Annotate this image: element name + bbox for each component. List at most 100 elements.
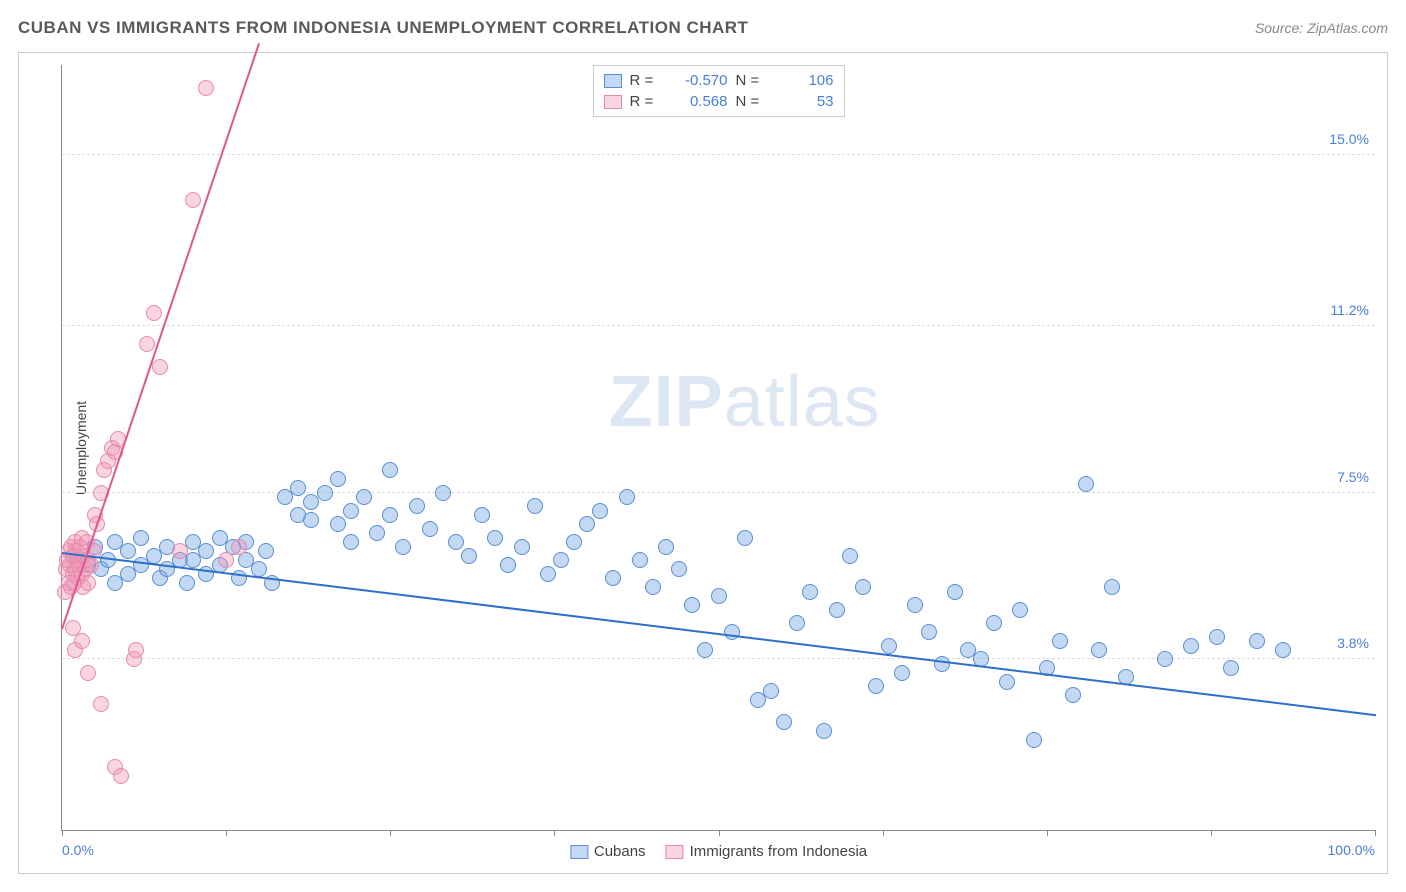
point-cubans (619, 489, 635, 505)
point-cubans (1078, 476, 1094, 492)
point-cubans (409, 498, 425, 514)
point-cubans (855, 579, 871, 595)
chart-header: CUBAN VS IMMIGRANTS FROM INDONESIA UNEMP… (18, 18, 1388, 38)
point-cubans (1104, 579, 1120, 595)
point-cubans (120, 543, 136, 559)
point-cubans (999, 674, 1015, 690)
point-cubans (330, 471, 346, 487)
point-cubans (435, 485, 451, 501)
x-tick (390, 830, 391, 836)
legend-row-cubans: R = -0.570 N = 106 (604, 70, 834, 91)
x-tick-label: 100.0% (1328, 842, 1375, 858)
legend-n-label: N = (736, 72, 766, 89)
y-tick-label: 15.0% (1329, 131, 1369, 147)
point-indonesia (113, 768, 129, 784)
y-tick-label: 3.8% (1337, 635, 1369, 651)
point-cubans (461, 548, 477, 564)
point-indonesia (74, 633, 90, 649)
point-cubans (1249, 633, 1265, 649)
x-tick-label: 0.0% (62, 842, 94, 858)
gridline (62, 492, 1375, 493)
point-cubans (1026, 732, 1042, 748)
x-tick (883, 830, 884, 836)
point-cubans (382, 507, 398, 523)
point-cubans (382, 462, 398, 478)
point-cubans (448, 534, 464, 550)
point-cubans (592, 503, 608, 519)
legend-n-value-1: 53 (774, 93, 834, 110)
chart-container: Unemployment ZIPatlas R = -0.570 N = 106… (18, 52, 1388, 874)
legend-row-indonesia: R = 0.568 N = 53 (604, 91, 834, 112)
point-cubans (356, 489, 372, 505)
point-indonesia (152, 359, 168, 375)
point-cubans (684, 597, 700, 613)
point-cubans (645, 579, 661, 595)
gridline (62, 325, 1375, 326)
legend-swatch-indonesia-b (666, 845, 684, 859)
point-cubans (343, 534, 359, 550)
point-cubans (658, 539, 674, 555)
chart-source: Source: ZipAtlas.com (1255, 20, 1388, 36)
point-cubans (737, 530, 753, 546)
point-indonesia (93, 696, 109, 712)
point-cubans (317, 485, 333, 501)
gridline (62, 154, 1375, 155)
series-legend: Cubans Immigrants from Indonesia (570, 843, 867, 860)
point-cubans (789, 615, 805, 631)
point-cubans (1012, 602, 1028, 618)
x-tick (226, 830, 227, 836)
point-cubans (330, 516, 346, 532)
plot-area: Unemployment ZIPatlas R = -0.570 N = 106… (61, 65, 1375, 831)
legend-item-cubans: Cubans (570, 843, 646, 860)
point-cubans (1091, 642, 1107, 658)
point-cubans (921, 624, 937, 640)
y-tick-label: 7.5% (1337, 469, 1369, 485)
legend-item-indonesia: Immigrants from Indonesia (666, 843, 868, 860)
watermark: ZIPatlas (609, 361, 881, 443)
legend-r-value-1: 0.568 (668, 93, 728, 110)
point-indonesia (146, 305, 162, 321)
point-cubans (579, 516, 595, 532)
legend-r-label: R = (630, 93, 660, 110)
legend-swatch-cubans-b (570, 845, 588, 859)
y-tick-label: 11.2% (1330, 302, 1369, 318)
legend-label-indonesia: Immigrants from Indonesia (690, 843, 868, 860)
legend-r-value-0: -0.570 (668, 72, 728, 89)
point-cubans (1065, 687, 1081, 703)
point-cubans (258, 543, 274, 559)
chart-title: CUBAN VS IMMIGRANTS FROM INDONESIA UNEMP… (18, 18, 748, 38)
point-indonesia (198, 80, 214, 96)
point-cubans (724, 624, 740, 640)
trend-line (62, 552, 1376, 716)
point-indonesia (172, 543, 188, 559)
y-axis-label: Unemployment (73, 400, 89, 494)
point-cubans (868, 678, 884, 694)
point-cubans (697, 642, 713, 658)
point-cubans (251, 561, 267, 577)
point-cubans (303, 512, 319, 528)
point-cubans (894, 665, 910, 681)
point-indonesia (218, 552, 234, 568)
point-cubans (1209, 629, 1225, 645)
point-cubans (395, 539, 411, 555)
x-tick (1047, 830, 1048, 836)
point-cubans (907, 597, 923, 613)
point-cubans (711, 588, 727, 604)
point-indonesia (80, 665, 96, 681)
point-cubans (1223, 660, 1239, 676)
legend-swatch-indonesia (604, 95, 622, 109)
point-cubans (1275, 642, 1291, 658)
point-cubans (553, 552, 569, 568)
point-cubans (566, 534, 582, 550)
legend-label-cubans: Cubans (594, 843, 646, 860)
point-cubans (1157, 651, 1173, 667)
point-cubans (1052, 633, 1068, 649)
point-cubans (947, 584, 963, 600)
point-cubans (986, 615, 1002, 631)
point-cubans (540, 566, 556, 582)
point-cubans (934, 656, 950, 672)
point-cubans (829, 602, 845, 618)
point-cubans (487, 530, 503, 546)
x-tick (1375, 830, 1376, 836)
correlation-legend: R = -0.570 N = 106 R = 0.568 N = 53 (593, 65, 845, 117)
